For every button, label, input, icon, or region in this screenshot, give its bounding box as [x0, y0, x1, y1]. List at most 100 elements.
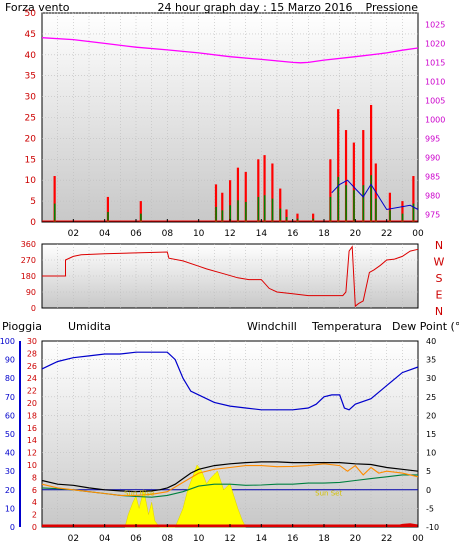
compass-label: E: [436, 289, 443, 302]
pressure-y-tick-label: 995: [425, 134, 440, 143]
wind-y-tick-label: 50: [25, 9, 37, 19]
temperature-y-tick-label: -10: [426, 523, 439, 532]
chart-title: 24 hour graph day : 15 Marzo 2016: [157, 1, 352, 14]
pressure-y-tick-label: 1025: [425, 20, 445, 29]
humidity-y-tick-label: 80: [5, 374, 15, 383]
temp-x-tick-label: 22: [381, 534, 392, 544]
gust-bar: [337, 109, 340, 222]
rain-y-tick-label: 6: [32, 486, 37, 495]
wind-bar: [353, 190, 355, 222]
temperature-y-tick-label: 10: [426, 449, 436, 458]
gust-bar: [244, 171, 247, 222]
gust-bar: [362, 130, 365, 222]
wind-bar: [53, 203, 56, 222]
temp-x-tick-label: 02: [68, 534, 79, 544]
wind-bar: [257, 196, 260, 222]
pressure-y-tick-label: 1015: [425, 58, 445, 67]
gust-bar: [285, 209, 288, 222]
rain-y-tick-label: 16: [27, 424, 37, 433]
pressure-y-tick-label: 1020: [425, 39, 445, 48]
wind-bar: [345, 185, 347, 222]
temp-x-tick-label: 08: [162, 534, 174, 544]
gust-bar: [329, 159, 332, 222]
sun-event-label: Sun Set: [315, 489, 342, 497]
gust-bar: [271, 163, 274, 222]
wind-y-tick-label: 30: [25, 93, 37, 103]
pressure-y-tick-label: 1010: [425, 77, 445, 86]
temperature-y-tick-label: 35: [426, 356, 436, 365]
pressure-y-tick-label: 980: [425, 191, 440, 200]
wind-y-tick-label: 20: [25, 134, 37, 144]
gust-bar: [296, 213, 299, 222]
wind-y-tick-label: 5: [30, 197, 36, 207]
wind-x-tick-label: 20: [350, 229, 362, 239]
windchill-line: [41, 463, 419, 496]
pressure-axis-title: Pressione: [366, 1, 419, 14]
rain-y-tick-label: 12: [27, 449, 37, 458]
compass-label: N: [435, 239, 443, 252]
pressure-y-tick-label: 1000: [425, 115, 445, 124]
rain-y-tick-label: 0: [32, 523, 37, 532]
wind-speed-axis-title: Forza vento: [5, 1, 70, 14]
temperature-y-tick-label: 25: [426, 393, 436, 402]
humidity-y-tick-label: 20: [5, 486, 15, 495]
wind-bar: [375, 198, 377, 222]
temp-x-tick-label: 20: [350, 534, 362, 544]
wind-x-tick-label: 14: [256, 229, 268, 239]
humidity-legend-label: Umidita: [68, 320, 111, 333]
gust-bar: [236, 167, 240, 222]
wind-y-tick-label: 25: [25, 114, 36, 124]
wind-y-tick-label: 0: [30, 218, 36, 228]
gust-bar: [139, 201, 142, 222]
rain-y-tick-label: 22: [27, 387, 37, 396]
temperature-y-tick-label: -5: [426, 504, 434, 513]
gust-bar: [344, 130, 348, 222]
rain-legend-label: Pioggia: [2, 320, 42, 333]
compass-label: S: [436, 272, 443, 285]
wind-direction-line: [42, 245, 419, 308]
humidity-y-tick-label: 40: [5, 449, 15, 458]
wind-bar: [221, 210, 224, 222]
temperature-y-tick-label: 5: [426, 467, 431, 476]
direction-y-tick-label: 0: [31, 304, 36, 313]
pressure-y-tick-label: 985: [425, 172, 440, 181]
temperature-y-tick-label: 40: [426, 337, 436, 346]
temp-x-tick-label: 18: [318, 534, 330, 544]
wind-y-tick-label: 45: [25, 30, 36, 40]
direction-y-tick-label: 180: [21, 272, 36, 281]
rain-y-tick-label: 30: [27, 337, 37, 346]
pressure-y-tick-label: 990: [425, 153, 440, 162]
humidity-y-tick-label: 0: [10, 523, 15, 532]
wind-y-tick-label: 40: [25, 51, 37, 61]
gust-bar: [221, 192, 224, 222]
wind-bar: [370, 175, 372, 222]
gust-bar: [214, 184, 218, 222]
pressure-line: [41, 37, 419, 64]
wind-x-tick-label: 06: [130, 229, 142, 239]
humidity-y-tick-label: 30: [5, 467, 15, 476]
wind-x-tick-label: 18: [318, 229, 330, 239]
wind-bar: [229, 205, 231, 222]
temperature-line: [41, 461, 419, 493]
rain-y-tick-label: 28: [27, 349, 37, 358]
rain-y-tick-label: 24: [27, 374, 37, 383]
wind-bar: [140, 213, 142, 222]
wind-x-tick-label: 02: [68, 229, 79, 239]
gust-bar: [106, 196, 109, 222]
pressure-y-tick-label: 975: [425, 210, 440, 219]
humidity-y-tick-label: 10: [5, 504, 15, 513]
sun-event-label: Sun Rise: [124, 489, 154, 497]
wind-y-tick-label: 15: [25, 155, 36, 165]
wind-x-tick-label: 22: [381, 229, 392, 239]
temp-x-tick-label: 04: [99, 534, 111, 544]
wind-x-tick-label: 16: [287, 229, 299, 239]
gust-bar: [263, 155, 266, 222]
humidity-y-tick-label: 60: [5, 411, 15, 420]
wind-bar: [401, 213, 404, 222]
wind-bar: [412, 203, 415, 222]
rain-y-tick-label: 10: [27, 461, 37, 470]
temperature-y-tick-label: 15: [426, 430, 436, 439]
gust-bar: [401, 201, 404, 222]
wind-bar: [237, 200, 239, 222]
wind-bar: [263, 195, 266, 222]
